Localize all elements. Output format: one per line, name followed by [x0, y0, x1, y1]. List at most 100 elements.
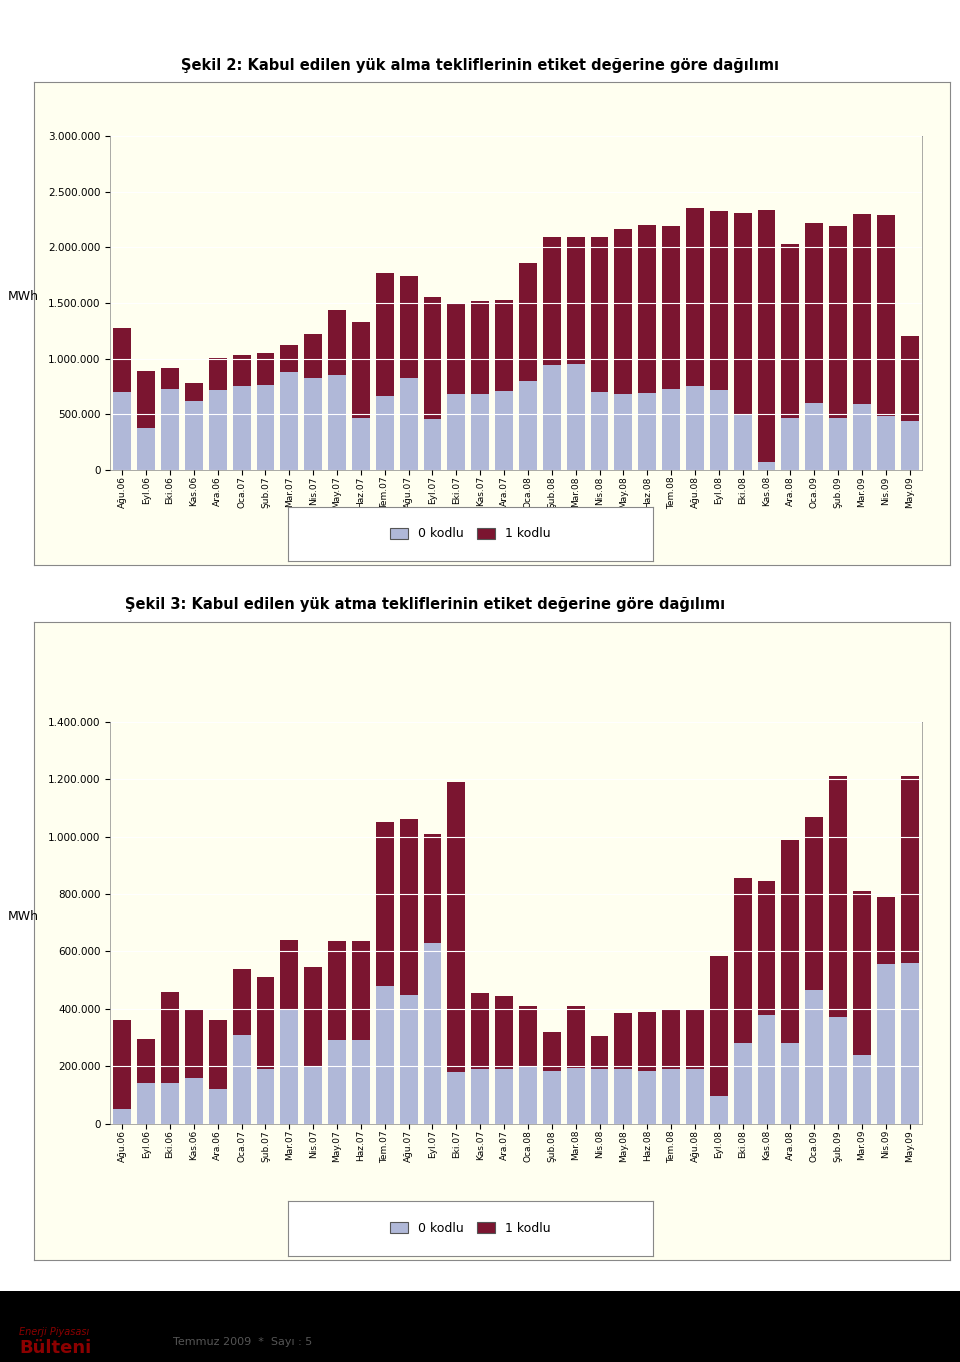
Bar: [280, 346, 299, 372]
Bar: [757, 881, 776, 1015]
Bar: [209, 358, 227, 390]
Bar: [256, 978, 275, 1069]
Bar: [757, 210, 776, 462]
Bar: [781, 244, 800, 418]
Bar: [900, 776, 919, 963]
Bar: [566, 1007, 585, 1068]
Bar: [399, 994, 418, 1124]
Bar: [447, 304, 466, 394]
Bar: [185, 400, 203, 470]
Bar: [304, 334, 323, 377]
Bar: [304, 967, 323, 1066]
Bar: [709, 211, 728, 390]
Bar: [614, 394, 633, 470]
Bar: [113, 392, 132, 470]
Bar: [662, 1011, 680, 1069]
Bar: [185, 1009, 203, 1077]
Bar: [733, 212, 752, 415]
Bar: [542, 1071, 561, 1124]
Bar: [542, 237, 561, 365]
Bar: [328, 309, 346, 376]
Bar: [328, 941, 346, 1041]
Bar: [686, 208, 704, 387]
Bar: [829, 418, 847, 470]
Bar: [280, 1009, 299, 1124]
Bar: [757, 1015, 776, 1124]
Bar: [542, 1032, 561, 1071]
Bar: [328, 376, 346, 470]
Bar: [256, 385, 275, 470]
Text: 15: 15: [909, 1332, 936, 1351]
Bar: [304, 1066, 323, 1124]
Bar: [829, 226, 847, 418]
Bar: [781, 1043, 800, 1124]
Bar: [590, 237, 609, 392]
Bar: [352, 321, 370, 418]
Bar: [304, 377, 323, 470]
Y-axis label: MWh: MWh: [8, 910, 38, 923]
Bar: [280, 372, 299, 470]
Bar: [876, 215, 895, 417]
Bar: [662, 388, 680, 470]
Bar: [375, 823, 394, 986]
Bar: [614, 229, 633, 394]
Bar: [399, 820, 418, 994]
Bar: [590, 1069, 609, 1124]
Bar: [161, 992, 179, 1084]
Bar: [137, 1039, 156, 1084]
Legend: 0 kodlu, 1 kodlu: 0 kodlu, 1 kodlu: [386, 523, 555, 545]
Bar: [709, 1096, 728, 1124]
Bar: [638, 1012, 657, 1071]
Bar: [614, 1069, 633, 1124]
Bar: [853, 891, 871, 1054]
Bar: [399, 377, 418, 470]
Bar: [471, 394, 490, 470]
Bar: [566, 1068, 585, 1124]
Bar: [209, 390, 227, 470]
Bar: [137, 428, 156, 470]
Bar: [900, 421, 919, 470]
Bar: [471, 1069, 490, 1124]
Bar: [853, 405, 871, 470]
Bar: [566, 237, 585, 364]
Bar: [352, 941, 370, 1041]
Bar: [733, 415, 752, 470]
Bar: [614, 1013, 633, 1069]
Bar: [686, 387, 704, 470]
Text: Şekil 2: Kabul edilen yük alma tekliflerinin etiket değerine göre dağılımı: Şekil 2: Kabul edilen yük alma teklifler…: [181, 57, 779, 74]
Bar: [328, 1041, 346, 1124]
Bar: [876, 964, 895, 1124]
Bar: [876, 898, 895, 964]
Bar: [161, 1084, 179, 1124]
Bar: [375, 272, 394, 396]
Bar: [113, 1020, 132, 1109]
Bar: [638, 1071, 657, 1124]
Bar: [161, 368, 179, 388]
Y-axis label: MWh: MWh: [8, 290, 38, 304]
Bar: [519, 263, 537, 381]
Bar: [876, 417, 895, 470]
Bar: [113, 327, 132, 392]
Bar: [209, 1020, 227, 1090]
Bar: [232, 355, 251, 387]
Bar: [232, 968, 251, 1035]
Bar: [471, 301, 490, 394]
Bar: [805, 223, 823, 403]
Bar: [113, 1109, 132, 1124]
Bar: [495, 996, 513, 1069]
Bar: [829, 1017, 847, 1124]
Bar: [900, 963, 919, 1124]
Bar: [495, 300, 513, 391]
Text: Temmuz 2009  *  Sayı : 5: Temmuz 2009 * Sayı : 5: [173, 1336, 312, 1347]
Bar: [495, 391, 513, 470]
Bar: [137, 1084, 156, 1124]
Bar: [590, 1036, 609, 1069]
Bar: [352, 1041, 370, 1124]
Bar: [900, 336, 919, 421]
Bar: [781, 839, 800, 1043]
Bar: [805, 403, 823, 470]
Bar: [256, 353, 275, 385]
Bar: [185, 1077, 203, 1124]
Bar: [352, 418, 370, 470]
Bar: [209, 1090, 227, 1124]
